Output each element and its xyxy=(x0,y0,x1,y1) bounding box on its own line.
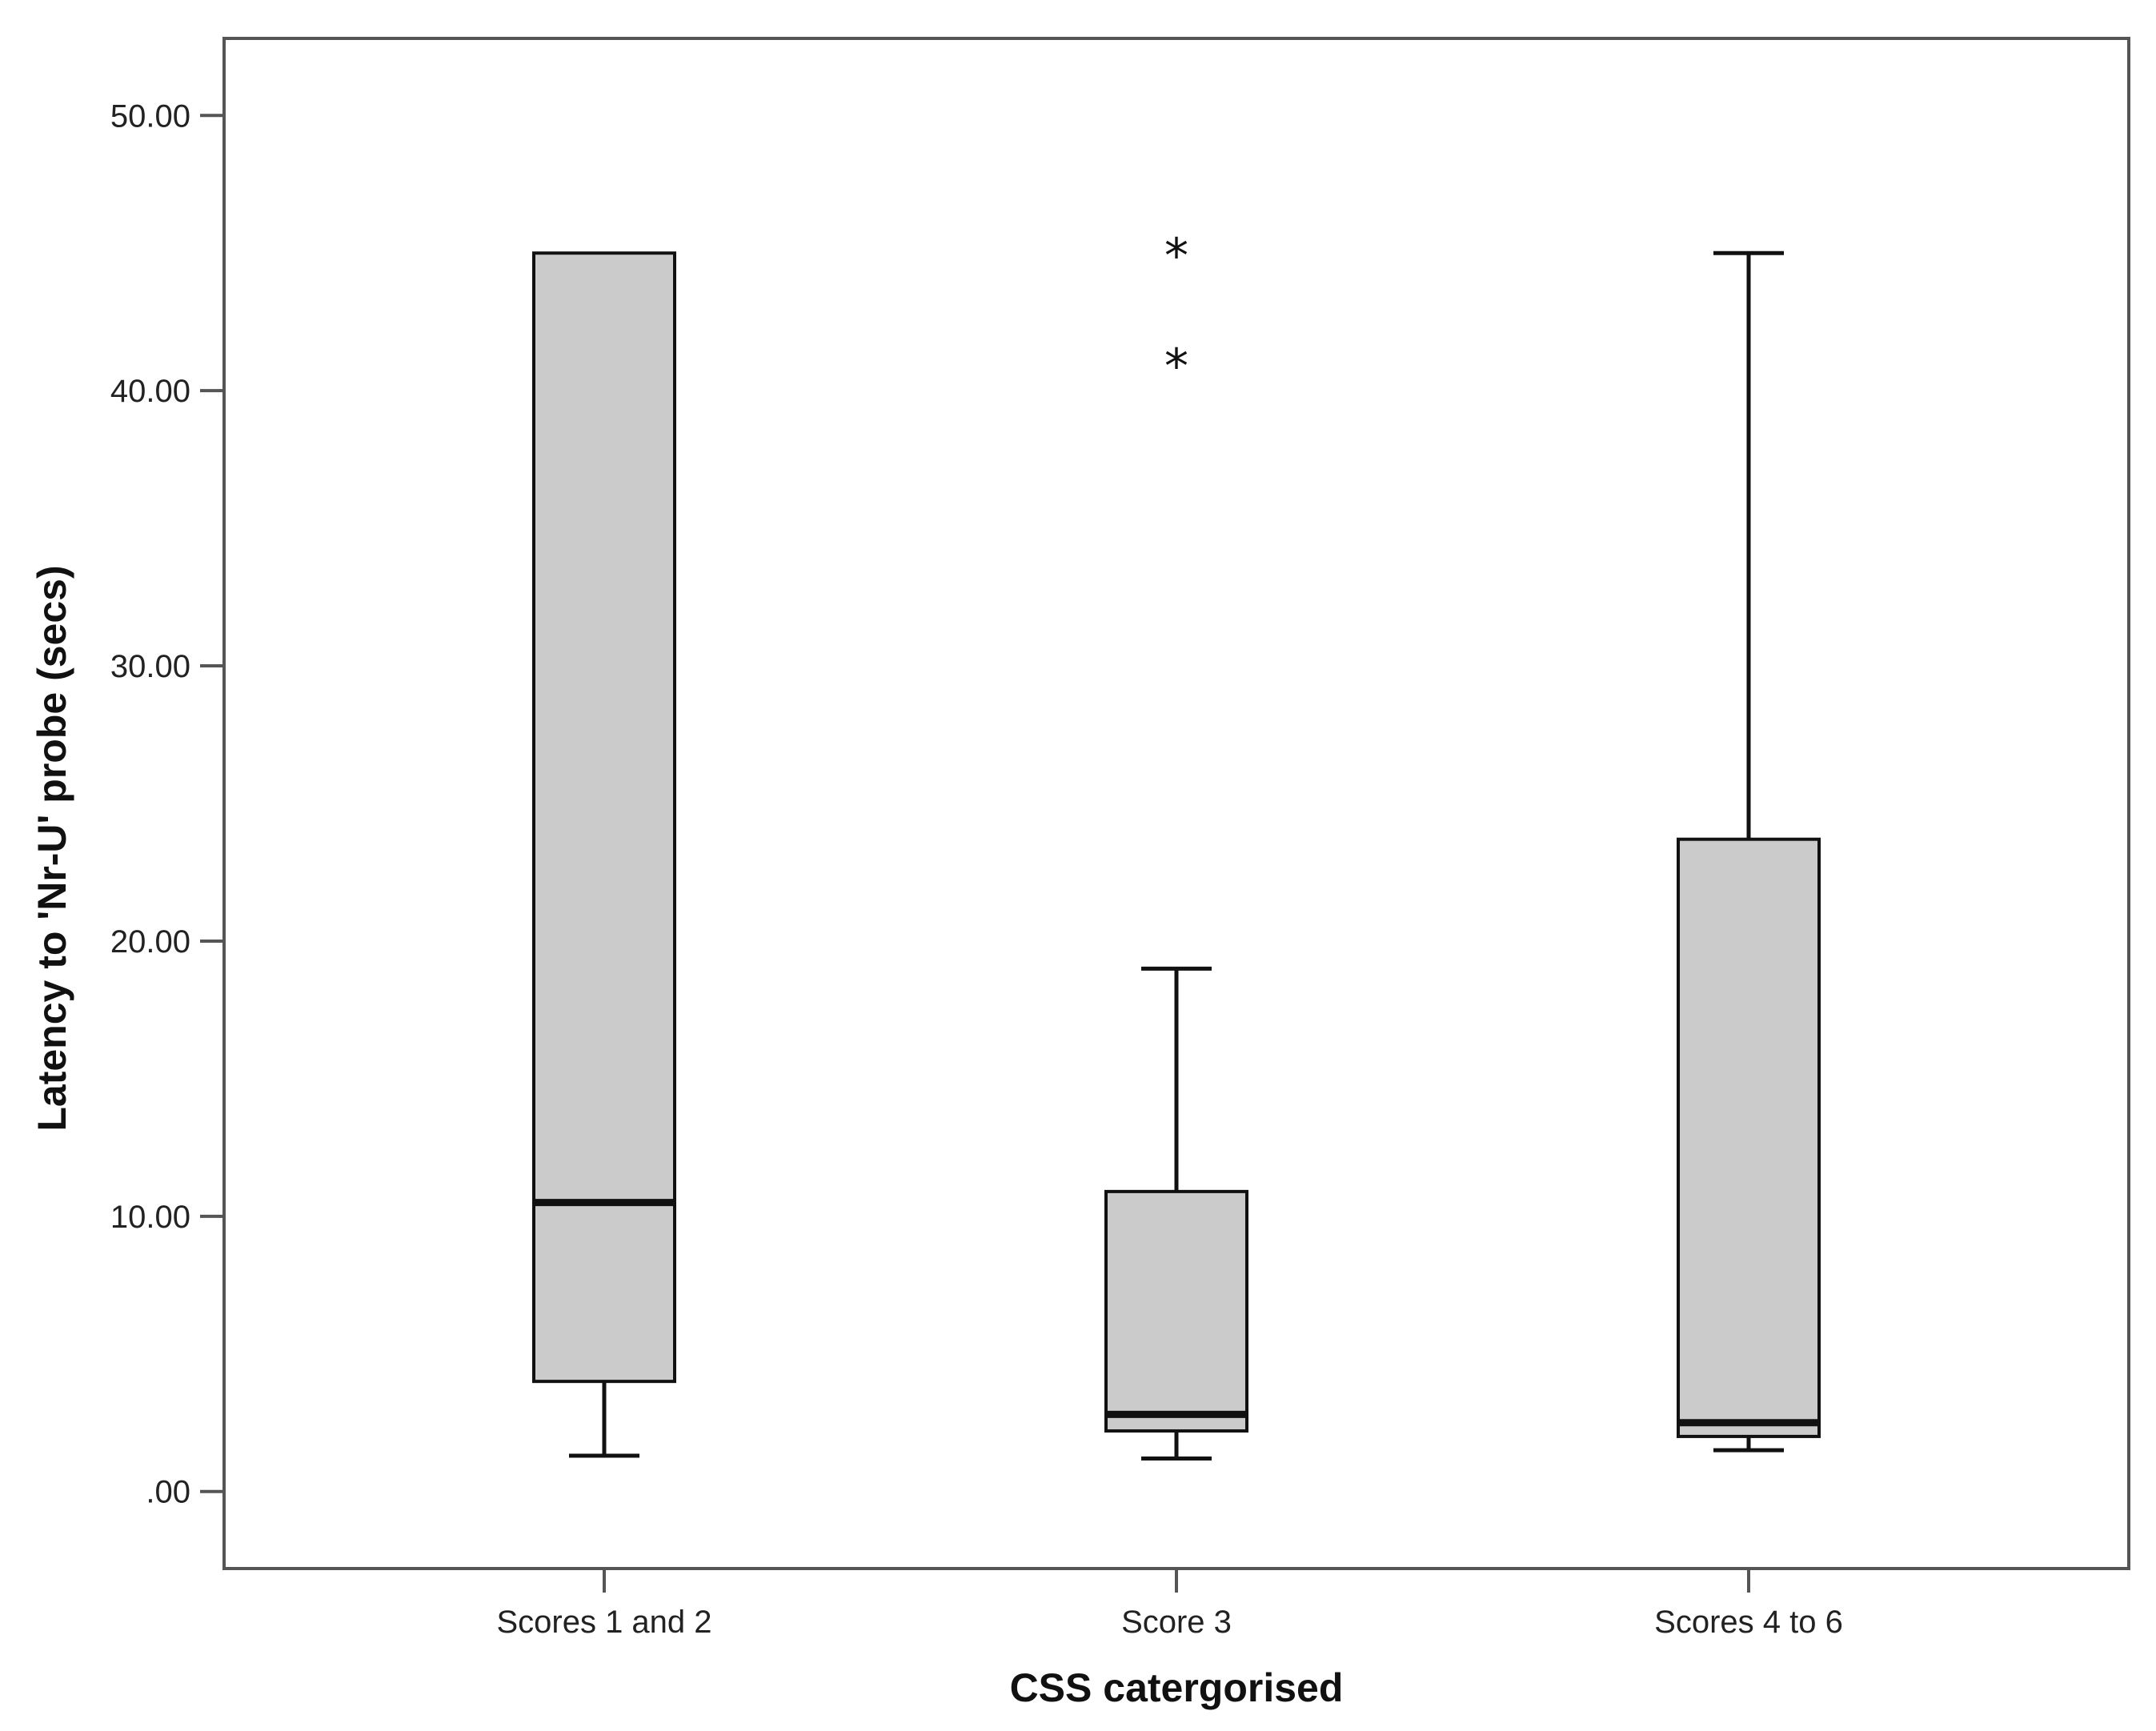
x-tick-label: Scores 1 and 2 xyxy=(496,1605,711,1640)
x-tick-label: Score 3 xyxy=(1121,1605,1232,1640)
y-axis: .00 10.00 20.00 30.00 40.00 50.00 xyxy=(110,98,224,1510)
outlier-point: * xyxy=(1164,339,1188,395)
iqr-box xyxy=(532,251,676,1384)
x-tick-label: Scores 4 to 6 xyxy=(1654,1605,1843,1640)
iqr-box xyxy=(1677,837,1821,1438)
box-1 xyxy=(532,251,676,1458)
box-3 xyxy=(1677,250,1821,1453)
y-tick-label: 20.00 xyxy=(110,924,190,960)
y-tick-label: 40.00 xyxy=(110,374,190,409)
y-tick-label: 10.00 xyxy=(110,1200,190,1235)
iqr-box xyxy=(1104,1189,1248,1433)
y-tick-label: 50.00 xyxy=(110,98,190,134)
box-2: ** xyxy=(1104,228,1248,1461)
y-tick-label: .00 xyxy=(146,1475,190,1510)
x-axis-title: CSS catergorised xyxy=(1010,1665,1344,1710)
boxes-group: ** xyxy=(532,228,1821,1461)
x-axis: Scores 1 and 2 Score 3 Scores 4 to 6 xyxy=(496,1569,1843,1640)
y-tick-label: 30.00 xyxy=(110,649,190,684)
y-axis-title: Latency to 'Nr-U' probe (secs) xyxy=(30,565,74,1131)
outlier-point: * xyxy=(1164,228,1188,284)
